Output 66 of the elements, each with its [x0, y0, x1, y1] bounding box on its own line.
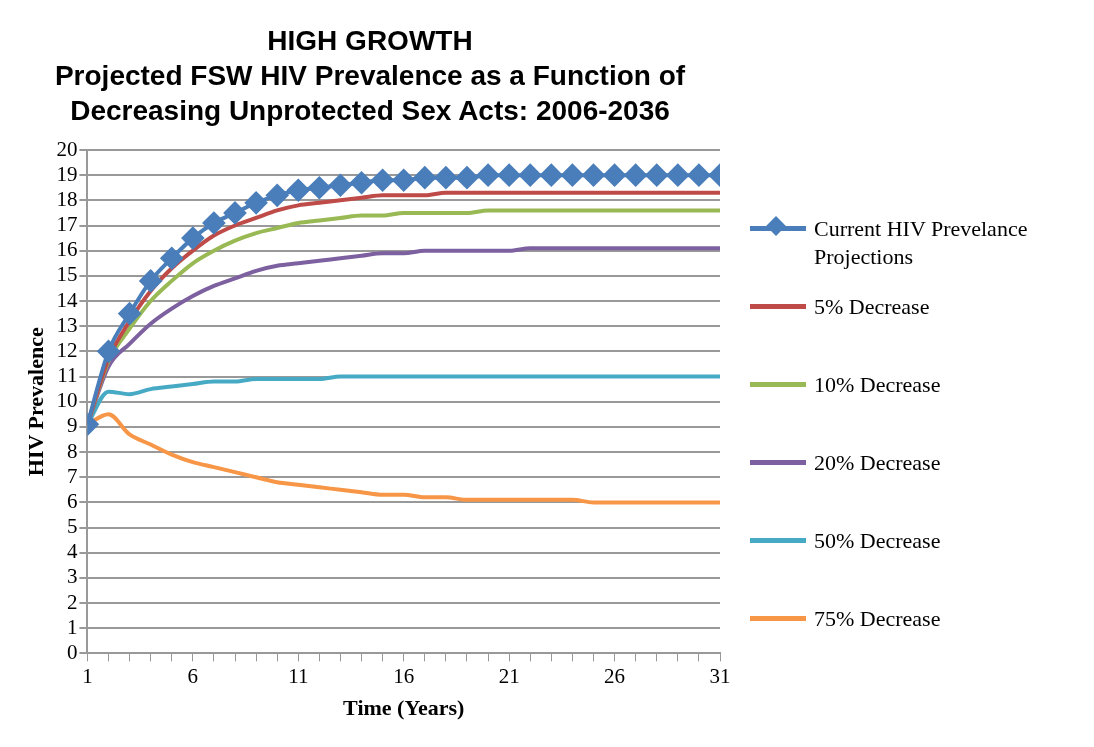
y-tick-label: 19	[56, 161, 78, 186]
point	[245, 191, 268, 214]
point	[139, 269, 162, 292]
y-tick-label: 18	[56, 186, 78, 211]
point	[540, 164, 563, 187]
point	[603, 164, 626, 187]
point	[118, 302, 141, 325]
point	[413, 166, 436, 189]
point	[181, 227, 204, 250]
point	[371, 169, 394, 192]
point	[224, 201, 247, 224]
point	[202, 211, 225, 234]
chart-title: HIGH GROWTH	[267, 25, 473, 57]
point	[308, 176, 331, 199]
y-tick-label: 5	[66, 514, 78, 539]
y-tick-label: 4	[66, 539, 78, 564]
legend-label: 20% Decrease	[814, 449, 941, 477]
x-tick-label: 16	[393, 663, 415, 688]
point	[329, 174, 352, 197]
y-tick-label: 7	[66, 463, 78, 488]
y-tick-label: 10	[56, 388, 78, 413]
point	[582, 164, 605, 187]
point	[160, 247, 183, 270]
legend-label: 10% Decrease	[814, 371, 941, 399]
point	[287, 179, 310, 202]
y-tick-label: 14	[56, 287, 78, 312]
chart-subtitle: Projected FSW HIV Prevalence as a Function of Decreasing Unprotected Sex Acts: 2006-2036	[54, 60, 686, 127]
point	[455, 166, 478, 189]
point	[519, 164, 542, 187]
y-tick-label: 6	[66, 488, 78, 513]
legend-label: 75% Decrease	[814, 605, 941, 633]
point	[350, 171, 373, 194]
y-axis-title: HIV Prevalence	[22, 327, 48, 477]
legend-label: 5% Decrease	[814, 293, 930, 321]
y-tick-label: 16	[56, 237, 78, 262]
x-tick-label: 31	[709, 663, 731, 688]
x-tick-label: 6	[187, 663, 199, 688]
x-tick-label: 21	[498, 663, 520, 688]
point	[392, 169, 415, 192]
x-tick-label: 26	[604, 663, 626, 688]
point	[477, 164, 500, 187]
y-tick-label: 13	[56, 312, 78, 337]
point	[434, 166, 457, 189]
y-tick-label: 8	[66, 438, 78, 463]
legend-label: 50% Decrease	[814, 527, 941, 555]
point	[97, 340, 120, 363]
point	[645, 164, 668, 187]
point	[666, 164, 689, 187]
y-tick-label: 15	[56, 262, 78, 287]
y-tick-label: 9	[66, 413, 78, 438]
point	[624, 164, 647, 187]
y-tick-label: 1	[66, 614, 78, 639]
y-tick-label: 0	[66, 639, 78, 664]
y-tick-label: 12	[56, 337, 78, 362]
x-axis-title: Time (Years)	[343, 695, 465, 721]
point	[687, 164, 710, 187]
y-tick-label: 2	[66, 589, 78, 614]
point	[498, 164, 521, 187]
point	[561, 164, 584, 187]
y-tick-label: 17	[56, 212, 78, 237]
legend-label: Current HIV Prevelance Projections	[814, 215, 1029, 270]
x-tick-label: 11	[288, 663, 309, 688]
y-tick-label: 20	[56, 136, 78, 161]
y-tick-label: 11	[57, 363, 78, 388]
y-tick-label: 3	[66, 564, 78, 589]
point	[266, 184, 289, 207]
